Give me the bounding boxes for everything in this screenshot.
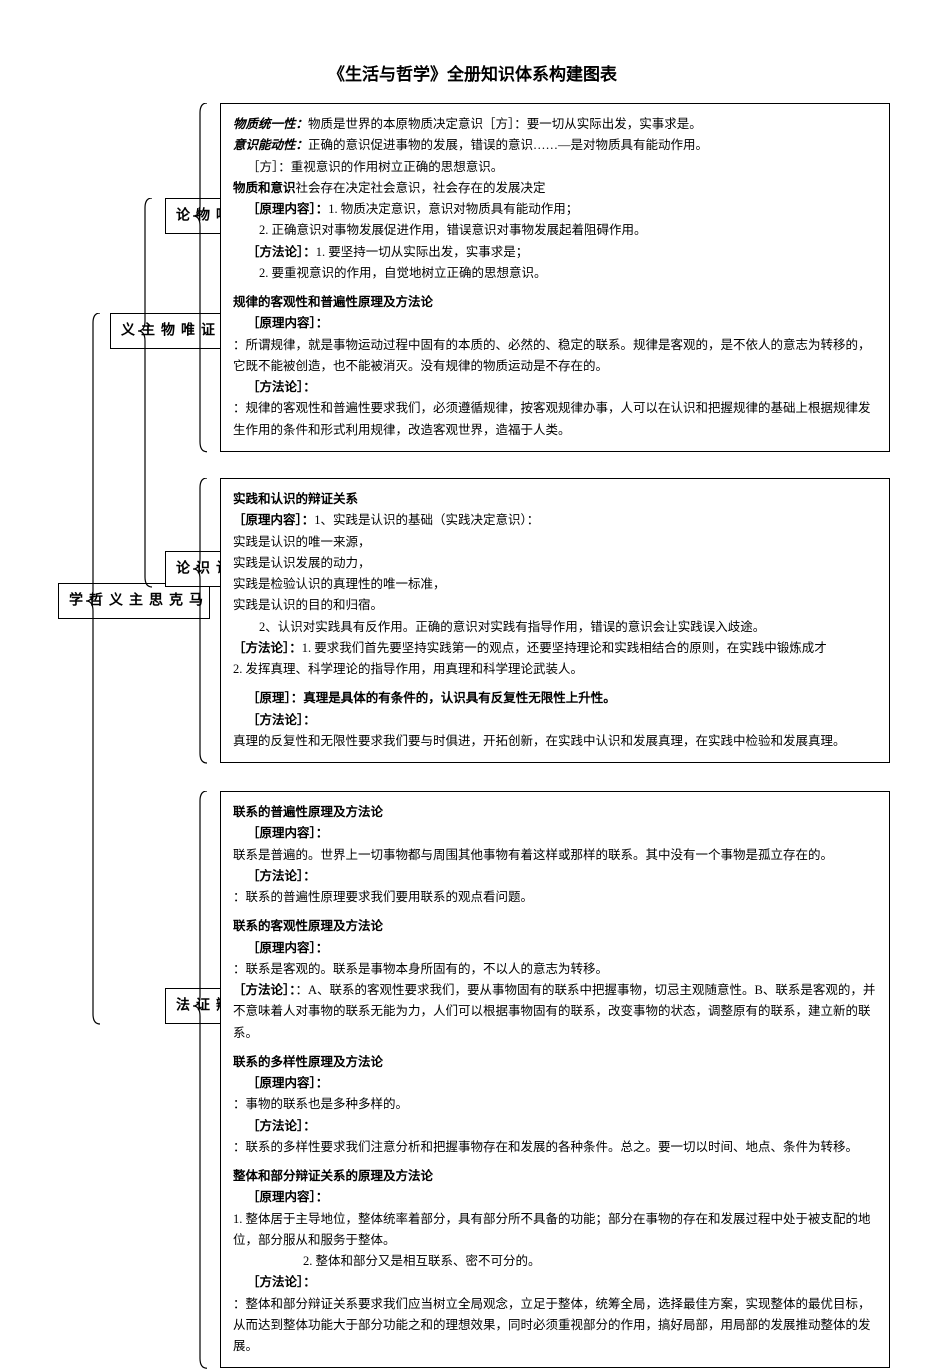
page-title: 《生活与哲学》全册知识体系构建图表: [50, 60, 895, 85]
root-node: 马克思主义哲学: [58, 583, 210, 619]
content-box-0: 物质统一性：物质是世界的本原物质决定意识［方］：要一切从实际出发，实事求是。意识…: [220, 103, 890, 452]
content-box-2: 联系的普遍性原理及方法论［原理内容］：联系是普遍的。世界上一切事物都与周围其他事…: [220, 791, 890, 1368]
brace-root: [86, 313, 102, 1026]
brace-mid: [138, 198, 154, 589]
brace-sub2: [193, 791, 209, 1370]
brace-sub1: [193, 478, 209, 765]
brace-sub0: [193, 103, 209, 454]
content-box-1: 实践和认识的辩证关系［原理内容］：1、实践是认识的基础（实践决定意识）：实践是认…: [220, 478, 890, 763]
